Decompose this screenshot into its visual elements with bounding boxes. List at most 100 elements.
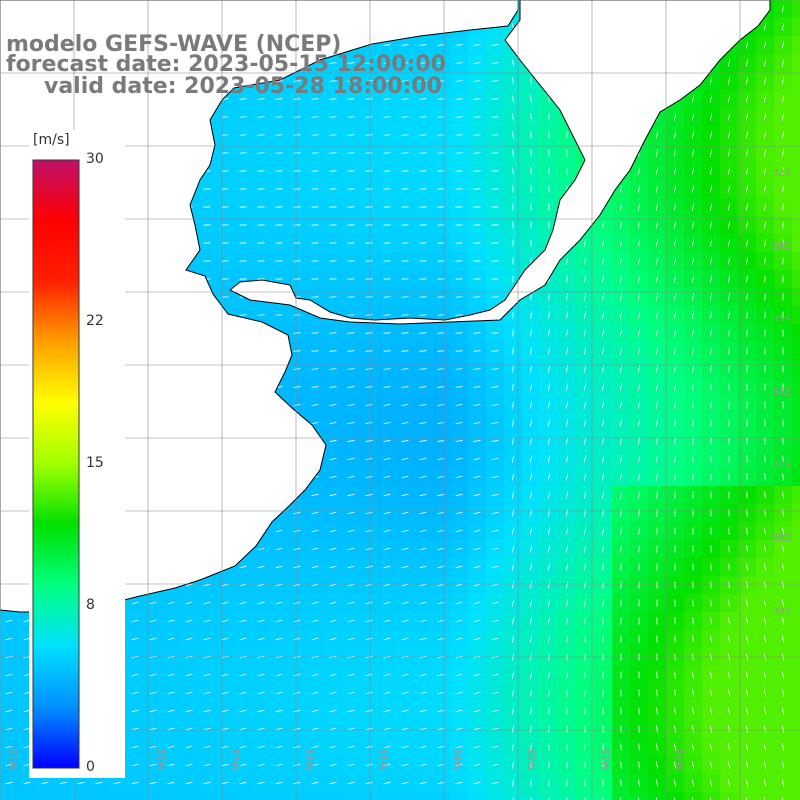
wind-arrow (529, 617, 533, 625)
wind-arrow (383, 332, 391, 334)
wind-arrow (455, 404, 463, 406)
speed-cell (792, 666, 800, 684)
speed-cell (630, 792, 648, 800)
wind-arrow (401, 80, 409, 82)
longitude-label: 53W (525, 748, 536, 771)
wind-arrow (329, 619, 337, 623)
wind-arrow (692, 347, 694, 355)
wind-arrow (365, 781, 373, 785)
wind-arrow (347, 619, 355, 623)
wind-arrow (437, 44, 445, 46)
wind-arrow (530, 725, 532, 733)
wind-arrow (692, 329, 694, 337)
wind-arrow (530, 293, 532, 301)
speed-cell (720, 792, 738, 800)
wind-arrow (637, 275, 641, 283)
wind-arrow (655, 365, 659, 373)
wind-arrow (131, 763, 139, 767)
wind-arrow (455, 583, 463, 587)
wind-arrow (239, 314, 247, 316)
colorbar-tick-label: 0 (86, 759, 95, 775)
wind-arrow (311, 583, 319, 587)
wind-arrow (764, 473, 766, 481)
wind-arrow (419, 637, 427, 641)
wind-arrow (728, 365, 730, 373)
wind-arrow (638, 527, 640, 535)
wind-arrow (419, 440, 427, 442)
wind-arrow (548, 689, 550, 697)
wind-arrow (365, 709, 373, 713)
wind-arrow (239, 673, 247, 677)
wind-arrow (401, 440, 409, 442)
wind-arrow (365, 547, 373, 551)
wind-arrow (638, 761, 640, 769)
wind-arrow (383, 763, 391, 767)
wind-arrow (491, 529, 499, 533)
wind-arrow (512, 743, 514, 751)
wind-arrow (511, 581, 515, 589)
wind-arrow (329, 404, 337, 406)
wind-arrow (293, 601, 301, 605)
wind-arrow (167, 763, 175, 767)
wind-arrow (311, 691, 319, 695)
wind-arrow (566, 275, 568, 283)
wind-arrow (491, 781, 499, 785)
wind-arrow (709, 131, 713, 139)
wind-arrow (674, 635, 676, 643)
wind-arrow (365, 350, 373, 352)
speed-cell (252, 792, 270, 800)
wind-arrow (491, 637, 499, 641)
wind-arrow (638, 509, 640, 517)
wind-arrow (437, 80, 445, 82)
wind-arrow (221, 763, 229, 767)
wind-arrow (437, 62, 445, 64)
wind-arrow (763, 599, 767, 607)
wind-arrow (763, 797, 766, 800)
wind-arrow (419, 763, 427, 767)
speed-cell (792, 738, 800, 756)
wind-arrow (547, 437, 551, 445)
wind-arrow (781, 131, 785, 139)
wind-arrow (293, 350, 301, 352)
wind-arrow (745, 113, 749, 121)
wind-arrow (565, 365, 569, 373)
wind-arrow (547, 383, 551, 391)
wind-arrow (673, 131, 677, 139)
wind-arrow (383, 601, 391, 605)
wind-arrow (530, 707, 532, 715)
wind-arrow (782, 779, 784, 787)
wind-arrow (638, 725, 640, 733)
wind-arrow (419, 314, 427, 316)
wind-arrow (709, 743, 713, 751)
wind-arrow (347, 565, 355, 569)
wind-arrow (565, 455, 569, 463)
wind-arrow (673, 761, 677, 769)
wind-arrow (491, 601, 499, 605)
wind-arrow (782, 239, 784, 247)
wind-arrow (566, 257, 568, 265)
wind-arrow (419, 458, 427, 460)
speed-cell (540, 792, 558, 800)
wind-arrow (5, 727, 13, 731)
wind-arrow (656, 437, 658, 445)
wind-arrow (275, 781, 283, 785)
wind-arrow (257, 637, 265, 641)
wind-arrow (365, 673, 373, 677)
wind-arrow (491, 763, 499, 767)
wind-arrow (619, 455, 623, 463)
wind-arrow (763, 761, 767, 769)
wind-arrow (401, 529, 409, 533)
wind-arrow (203, 583, 211, 587)
wind-arrow (548, 365, 550, 373)
wind-arrow (275, 98, 283, 100)
wind-arrow (383, 547, 391, 551)
wind-arrow (530, 77, 532, 85)
wind-arrow (673, 149, 677, 157)
wind-arrow (329, 116, 337, 118)
wind-arrow (692, 365, 694, 373)
wind-arrow (365, 691, 373, 695)
wind-arrow (383, 116, 391, 118)
wind-arrow (41, 781, 49, 785)
wind-arrow (674, 365, 676, 373)
wind-arrow (584, 581, 586, 589)
